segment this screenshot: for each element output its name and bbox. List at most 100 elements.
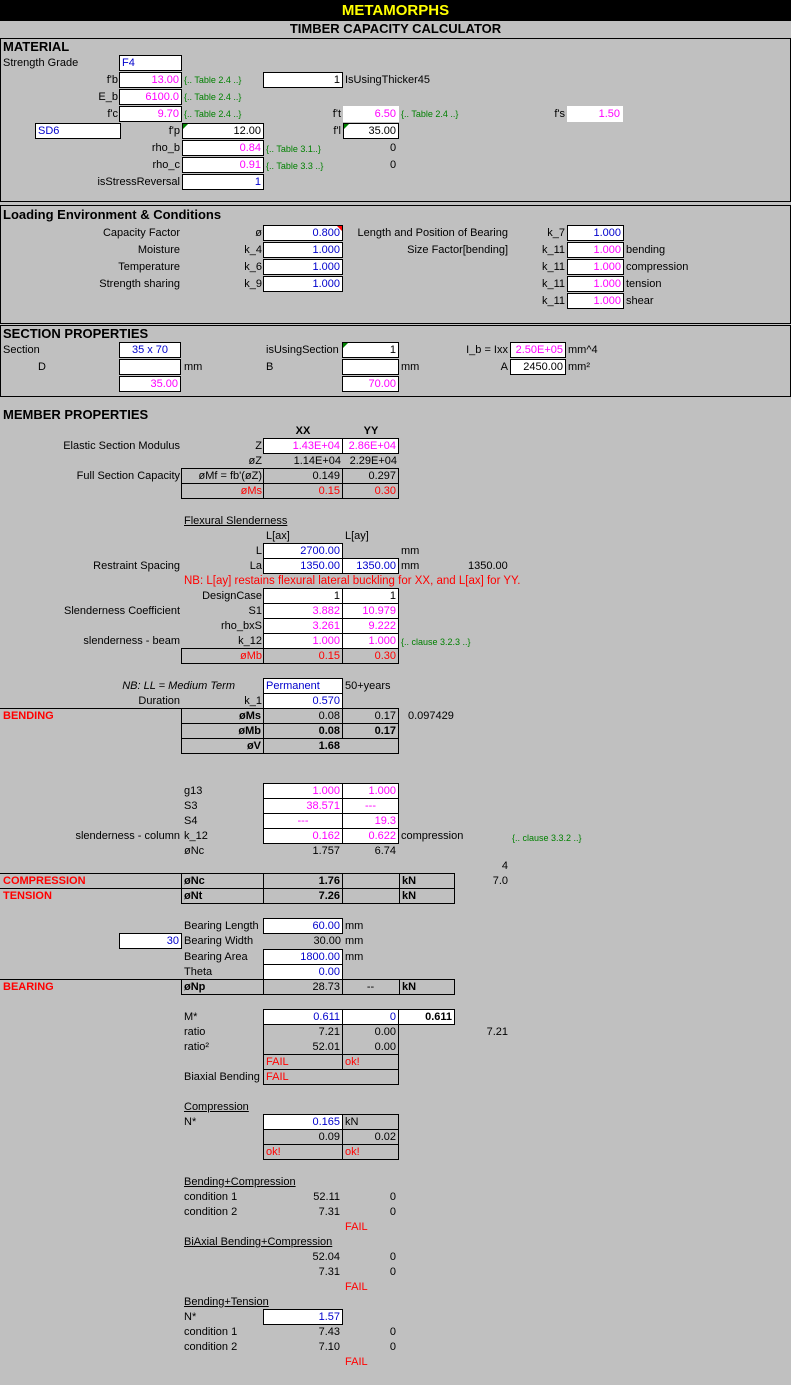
bearing-col-d	[399, 979, 400, 995]
z-xx: 1.43E+04	[263, 438, 343, 454]
bbc-condition2-value: 7.31	[318, 1266, 340, 1278]
s4-yy: 19.3	[342, 813, 399, 829]
bt-n-star-label: N*	[184, 1311, 197, 1323]
fb-ref: {.. Table 2.4 ..}	[184, 75, 242, 85]
duration-select[interactable]: Permanent	[263, 678, 343, 694]
s3-yy: ---	[342, 798, 399, 814]
lay-header: L[ay]	[345, 530, 369, 542]
section-input[interactable]: 35 x 70	[119, 342, 181, 358]
s4-xx: ---	[263, 813, 343, 829]
compression-check-label: Compression	[184, 1101, 249, 1113]
eb-label: E_b	[98, 91, 118, 103]
ratio-side: 7.21	[486, 1026, 508, 1038]
moisture-input[interactable]: 1.000	[263, 242, 343, 258]
bt-condition2-value: 7.10	[318, 1341, 340, 1353]
oz-label: øZ	[248, 455, 262, 467]
app-title-bar: METAMORPHS	[0, 0, 791, 21]
using-section-input[interactable]: 1	[342, 342, 399, 358]
bbc-condition1-value: 52.04	[312, 1251, 340, 1263]
comp-col-a	[181, 873, 182, 904]
k11-tension-note: tension	[626, 278, 662, 290]
omb-label: øMb	[240, 650, 262, 662]
stress-reversal-input[interactable]: 1	[182, 174, 264, 190]
bc-condition1-b: 0	[389, 1191, 396, 1203]
comp-col-c	[342, 873, 343, 904]
bearing-length-input[interactable]: 60.00	[263, 918, 343, 934]
k12-beam-ref: {.. clause 3.2.3 ..}	[401, 637, 471, 647]
bearing-onp-value: 28.73	[312, 981, 340, 993]
capacity-factor-input[interactable]: 0.800	[263, 225, 343, 241]
k7-symbol: k_7	[547, 227, 565, 239]
la-xx-input[interactable]: 1350.00	[263, 558, 343, 574]
l-input[interactable]: 2700.00	[263, 543, 343, 559]
omb-row-col2	[342, 648, 343, 664]
capacity-table-col1	[263, 468, 264, 499]
ib-label: I_b = Ixx	[466, 344, 508, 356]
temperature-input[interactable]: 1.000	[263, 259, 343, 275]
bearing-position-label: Length and Position of Bearing	[357, 227, 508, 239]
slenderness-beam-label: slenderness - beam	[83, 635, 180, 647]
m-star-xx-input[interactable]: 0.611	[263, 1009, 343, 1025]
bbc-condition1-b: 0	[389, 1251, 396, 1263]
comp-col-e	[454, 873, 455, 904]
z-label: Z	[255, 440, 262, 452]
rho-b-label: rho_b	[151, 142, 180, 154]
bt-n-star-input[interactable]: 1.57	[263, 1309, 343, 1325]
la-unit: mm	[401, 560, 420, 572]
fp-value: 12.00	[182, 123, 264, 139]
capacity-table-divider	[181, 483, 399, 484]
bearing-col-e	[454, 979, 455, 995]
comp-col-b	[263, 873, 264, 904]
fb-value: 13.00	[119, 72, 182, 88]
size-factor-label: Size Factor[bending]	[407, 244, 508, 256]
rho-bxs-label: rho_bxS	[221, 620, 262, 632]
omb-yy: 0.30	[374, 650, 396, 662]
bc-result: FAIL	[345, 1221, 368, 1233]
b-value: 70.00	[342, 376, 399, 392]
comp-col-d	[399, 873, 400, 904]
k11-shear-symbol: k_11	[541, 295, 565, 307]
k12-column-xx: 0.162	[263, 828, 343, 844]
bearing-col-b	[263, 979, 264, 995]
compression-value: 1.76	[318, 875, 340, 887]
bearing-onp-yy: --	[366, 981, 375, 993]
d-input[interactable]	[119, 359, 181, 375]
n-result-yy: ok!	[345, 1146, 360, 1158]
b-label: B	[266, 361, 274, 373]
col-yy-header: YY	[363, 425, 379, 437]
bc-condition1-value: 52.11	[313, 1191, 340, 1203]
ratio-table-div1	[263, 1054, 399, 1055]
fc-ref: {.. Table 2.4 ..}	[184, 109, 242, 119]
k12-beam-xx: 1.000	[263, 633, 343, 649]
thicker45-input[interactable]: 1	[263, 72, 343, 88]
n-result-xx: ok!	[266, 1146, 281, 1158]
using-section-comment-marker	[343, 343, 348, 348]
bearing-width-input[interactable]: 30	[119, 933, 182, 949]
fc-label: f'c	[107, 108, 118, 120]
n-star-input[interactable]: 0.165	[263, 1114, 343, 1130]
slenderness-column-label: slenderness - column	[75, 830, 180, 842]
strength-grade-input[interactable]: F4	[119, 55, 182, 71]
omf-yy: 0.297	[368, 470, 396, 482]
material-heading: MATERIAL	[3, 39, 70, 54]
theta-input[interactable]: 0.00	[263, 964, 343, 980]
b-input[interactable]	[342, 359, 399, 375]
k7-input[interactable]: 1.000	[567, 225, 624, 241]
tension-symbol: øNt	[184, 890, 203, 902]
ratio2-xx: 52.01	[312, 1041, 340, 1053]
la-yy-input[interactable]: 1350.00	[342, 558, 399, 574]
s3-xx: 38.571	[263, 798, 343, 814]
bending-tension-label: Bending+Tension	[184, 1296, 269, 1308]
oms-label: øMs	[240, 485, 262, 497]
ratio2-yy: 0.00	[374, 1041, 396, 1053]
bbc-condition2-b: 0	[389, 1266, 396, 1278]
strength-sharing-input[interactable]: 1.000	[263, 276, 343, 292]
temperature-label: Temperature	[118, 261, 180, 273]
species-input[interactable]: SD6	[35, 123, 121, 139]
bearing-rule-top	[0, 979, 455, 980]
bending-oms-xx: 0.08	[318, 710, 340, 722]
m-star-yy-input[interactable]: 0	[342, 1009, 399, 1025]
comp-rule-mid	[0, 888, 455, 889]
fc-value: 9.70	[119, 106, 182, 122]
k11-compression-value: 1.000	[567, 259, 624, 275]
